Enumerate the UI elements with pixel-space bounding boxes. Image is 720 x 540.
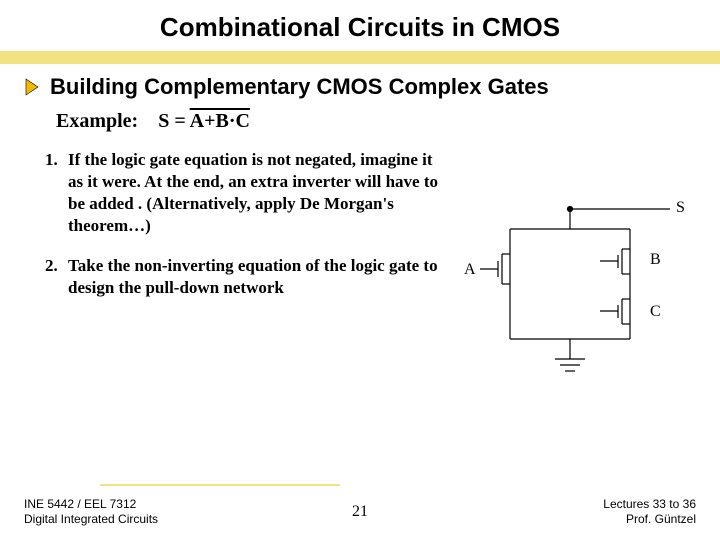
example-equation: S = A+B·C	[158, 110, 250, 133]
step-item: If the logic gate equation is not negate…	[62, 149, 440, 237]
footer-right: Lectures 33 to 36 Prof. Güntzel	[603, 497, 696, 528]
professor: Prof. Güntzel	[603, 512, 696, 528]
title-underline	[0, 51, 720, 61]
slide-title: Combinational Circuits in CMOS	[0, 12, 720, 43]
diagram-label-s: S	[676, 199, 685, 217]
pulldown-network-diagram: S A B C	[450, 189, 700, 399]
equation-overline: A+B·C	[190, 110, 250, 132]
slide-subtitle: Building Complementary CMOS Complex Gate…	[50, 74, 549, 100]
title-band: Combinational Circuits in CMOS	[0, 0, 720, 51]
bullet-arrow-icon	[24, 78, 40, 96]
diagram-label-a: A	[464, 261, 476, 279]
example-row: Example: S = A+B·C	[0, 106, 720, 143]
diagram-label-b: B	[650, 251, 661, 269]
step-item: Take the non-inverting equation of the l…	[62, 255, 440, 299]
content-area: If the logic gate equation is not negate…	[0, 143, 720, 399]
diagram-label-c: C	[650, 303, 661, 321]
equation-lhs: S =	[158, 110, 189, 132]
footer-left: INE 5442 / EEL 7312 Digital Integrated C…	[24, 497, 158, 528]
example-label: Example:	[56, 110, 138, 133]
lecture-range: Lectures 33 to 36	[603, 497, 696, 513]
course-code: INE 5442 / EEL 7312	[24, 497, 158, 513]
page-number: 21	[352, 503, 368, 521]
slide-footer: INE 5442 / EEL 7312 Digital Integrated C…	[0, 497, 720, 528]
course-name: Digital Integrated Circuits	[24, 512, 158, 528]
subtitle-row: Building Complementary CMOS Complex Gate…	[0, 64, 720, 106]
circuit-svg	[450, 189, 700, 399]
footer-rule	[100, 484, 340, 486]
steps-list: If the logic gate equation is not negate…	[40, 149, 440, 399]
